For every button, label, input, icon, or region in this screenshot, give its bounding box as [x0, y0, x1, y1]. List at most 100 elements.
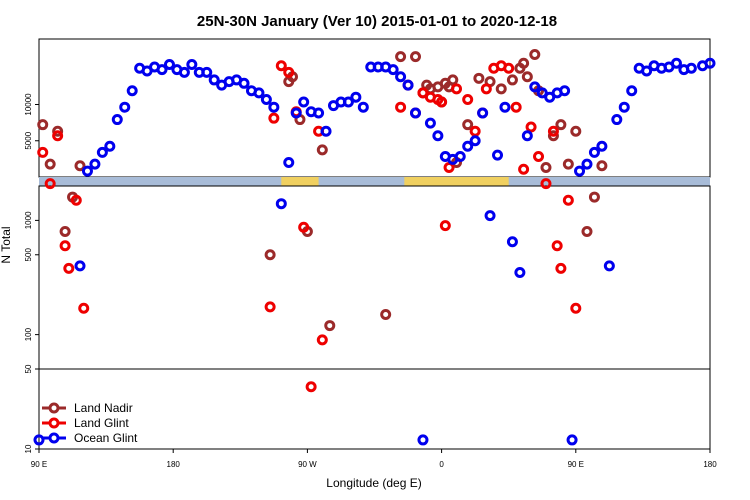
ocean-glint-point	[357, 101, 369, 113]
lower-y-tick-label: 50	[24, 364, 33, 373]
ocean-glint-point	[536, 87, 548, 99]
ocean-glint-point	[424, 117, 436, 129]
x-tick-label: 0	[439, 460, 444, 469]
ocean-glint-point	[283, 156, 295, 168]
land-glint-legend-marker	[48, 417, 60, 429]
land-strip	[281, 177, 312, 186]
middle-panel: 100 500 1000	[24, 185, 711, 370]
land-nadir-point	[555, 119, 567, 131]
land-nadir-legend-marker	[48, 402, 60, 414]
land-glint-point	[555, 262, 567, 274]
ocean-glint-point	[462, 140, 474, 152]
land-nadir-point	[447, 74, 459, 86]
land-nadir-point	[44, 158, 56, 170]
land-nadir-point	[588, 191, 600, 203]
ocean-glint-point	[268, 101, 280, 113]
land-nadir-point	[570, 125, 582, 137]
land-glint-legend-label: Land Glint	[74, 416, 129, 430]
ocean-glint-point	[618, 101, 630, 113]
ocean-glint-point	[290, 107, 302, 119]
map-band	[39, 177, 710, 186]
ocean-glint-point	[178, 66, 190, 78]
ocean-glint-point	[566, 434, 578, 446]
land-glint-point	[37, 146, 49, 158]
middle-frame	[38, 185, 711, 370]
ocean-glint-point	[581, 158, 593, 170]
ocean-glint-point	[484, 210, 496, 222]
ocean-glint-point	[298, 96, 310, 108]
land-glint-point	[436, 96, 448, 108]
ocean-glint-point	[350, 91, 362, 103]
ocean-glint-point	[611, 114, 623, 126]
ocean-glint-point	[477, 107, 489, 119]
land-glint-point	[570, 302, 582, 314]
chart-title: 25N-30N January (Ver 10) 2015-01-01 to 2…	[197, 13, 557, 30]
land-nadir-point	[521, 71, 533, 83]
ocean-glint-point	[574, 165, 586, 177]
land-nadir-point	[324, 320, 336, 332]
points-layer	[33, 49, 716, 446]
land-strip	[307, 177, 319, 186]
ocean-glint-point	[96, 146, 108, 158]
lower-y-tick-label: 10	[24, 444, 33, 453]
ocean-glint-point	[544, 91, 556, 103]
land-strip	[486, 177, 509, 186]
x-tick-label: 180	[167, 460, 181, 469]
land-glint-point	[52, 130, 64, 142]
ocean-glint-point	[163, 58, 175, 70]
land-glint-point	[551, 240, 563, 252]
ocean-glint-point	[186, 58, 198, 70]
land-glint-point	[268, 112, 280, 124]
ocean-glint-point	[402, 79, 414, 91]
ocean-glint-point	[417, 434, 429, 446]
ocean-glint-point	[626, 85, 638, 97]
ocean-glint-point	[275, 198, 287, 210]
land-nadir-point	[264, 249, 276, 261]
land-glint-point	[316, 334, 328, 346]
ocean-glint-point	[208, 74, 220, 86]
ocean-glint-point	[81, 165, 93, 177]
land-glint-point	[562, 194, 574, 206]
land-glint-point	[480, 83, 492, 95]
lower-frame	[38, 368, 711, 450]
land-glint-point	[298, 221, 310, 233]
land-glint-point	[275, 60, 287, 72]
upper-y-tick-label: 5000	[24, 131, 33, 149]
ocean-glint-point	[253, 87, 265, 99]
ocean-glint-point	[492, 149, 504, 161]
ocean-glint-point	[119, 101, 131, 113]
land-glint-point	[469, 125, 481, 137]
ocean-glint-point	[506, 236, 518, 248]
ocean-glint-point	[454, 150, 466, 162]
land-glint-point	[59, 240, 71, 252]
x-tick-label: 180	[703, 460, 717, 469]
upper-frame	[38, 38, 711, 178]
ocean-glint-point	[387, 64, 399, 76]
x-axis-label: Longitude (deg E)	[326, 476, 421, 490]
land-nadir-point	[410, 51, 422, 63]
land-glint-point	[305, 381, 317, 393]
ocean-glint-point	[641, 65, 653, 77]
ocean-glint-point	[499, 101, 511, 113]
land-nadir-legend-label: Land Nadir	[74, 401, 133, 415]
land-nadir-point	[506, 74, 518, 86]
land-glint-point	[78, 302, 90, 314]
land-nadir-point	[562, 158, 574, 170]
ocean-glint-point	[111, 114, 123, 126]
ocean-glint-point	[685, 62, 697, 74]
ocean-glint-point	[529, 81, 541, 93]
land-glint-point	[503, 62, 515, 74]
ocean-glint-point	[588, 146, 600, 158]
land-glint-point	[63, 262, 75, 274]
land-nadir-point	[547, 130, 559, 142]
ocean-glint-legend-label: Ocean Glint	[74, 431, 138, 445]
ocean-glint-point	[74, 260, 86, 272]
land-nadir-point	[462, 119, 474, 131]
middle-y-tick-label: 1000	[24, 211, 33, 229]
land-glint-point	[417, 87, 429, 99]
land-glint-point	[443, 161, 455, 173]
land-glint-point	[439, 220, 451, 232]
land-glint-point	[510, 101, 522, 113]
